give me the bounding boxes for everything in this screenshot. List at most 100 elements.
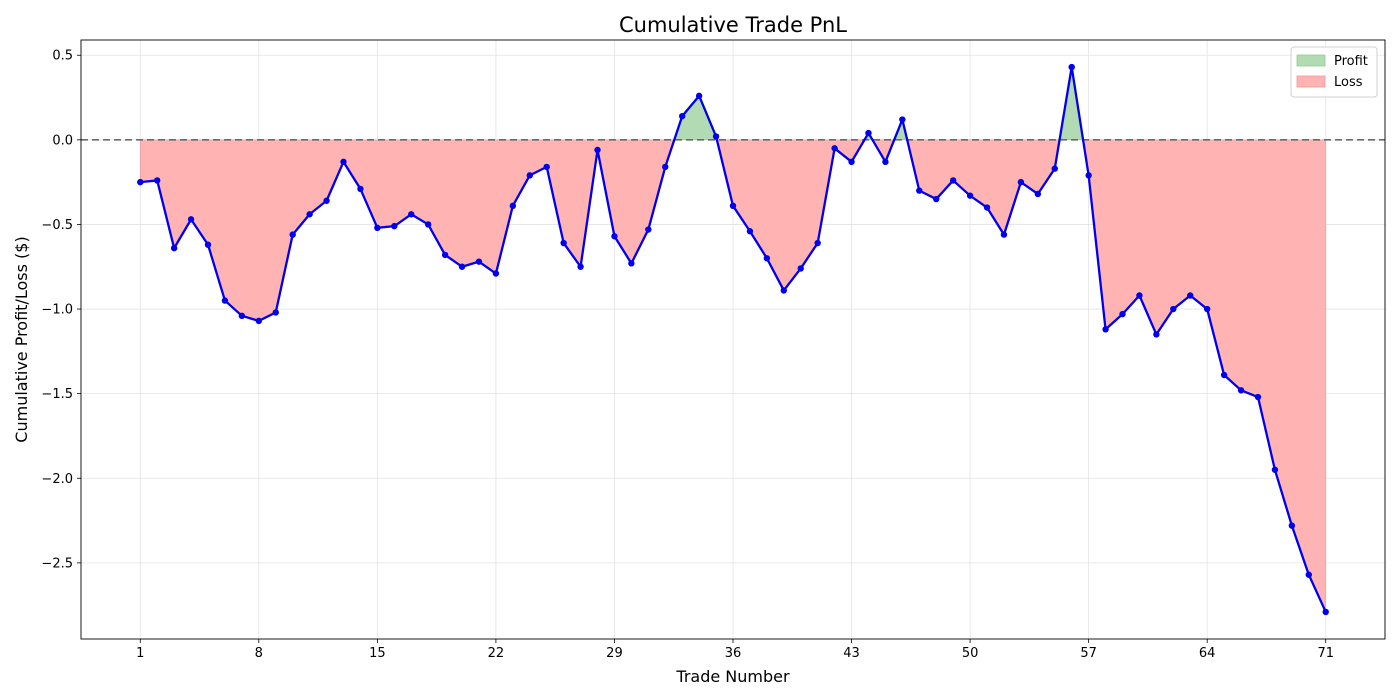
data-point [238, 312, 246, 320]
data-point [137, 178, 144, 186]
data-point [949, 177, 957, 184]
y-tick-label: −2.5 [41, 556, 73, 571]
data-point [1153, 331, 1160, 338]
x-tick-label: 22 [488, 646, 505, 661]
data-point [628, 260, 635, 267]
x-tick-label: 1 [136, 646, 144, 661]
data-point [272, 309, 279, 316]
data-point [204, 241, 212, 248]
data-point [1068, 63, 1075, 71]
data-point [763, 255, 771, 262]
data-point [594, 146, 601, 154]
data-point [746, 228, 754, 235]
data-point [678, 112, 686, 120]
y-tick-label: 0.0 [52, 133, 73, 148]
data-point [441, 251, 449, 259]
legend: Profit Loss [1290, 46, 1378, 98]
data-point [966, 192, 974, 199]
data-point [712, 133, 720, 140]
legend-swatch-profit [1296, 54, 1326, 67]
data-point [1085, 172, 1092, 179]
data-point [1288, 522, 1296, 529]
data-point [560, 239, 567, 247]
y-tick-label: −1.5 [41, 387, 73, 402]
data-point [323, 197, 330, 204]
x-tick-label: 8 [255, 646, 263, 661]
data-point [882, 158, 889, 166]
series-points [137, 63, 1329, 616]
data-point [1136, 292, 1143, 299]
data-point [1237, 387, 1245, 394]
data-point [645, 226, 652, 233]
data-point [1017, 178, 1025, 186]
y-tick-label: 0.5 [52, 49, 73, 64]
data-point [543, 163, 550, 171]
data-point [577, 263, 584, 270]
x-axis-label: Trade Number [675, 667, 790, 686]
y-tick-label: −0.5 [41, 218, 73, 233]
data-point [1203, 305, 1211, 313]
data-point [391, 222, 398, 230]
y-ticks: 0.5 0.0 −0.5 −1.0 −1.5 −2.0 −2.5 [41, 49, 81, 571]
data-point [475, 258, 483, 265]
data-point [695, 92, 703, 100]
data-point [1000, 231, 1008, 238]
data-point [814, 239, 821, 247]
data-point [662, 163, 669, 171]
x-tick-label: 29 [606, 646, 623, 661]
data-point [1187, 292, 1194, 299]
data-point [374, 224, 381, 232]
data-point [154, 177, 161, 184]
data-point [170, 244, 178, 252]
legend-label-profit: Profit [1334, 54, 1368, 69]
data-point [526, 172, 533, 179]
data-point [1051, 165, 1058, 172]
x-tick-label: 71 [1317, 646, 1334, 661]
loss-area [906, 139, 1060, 236]
data-point [865, 129, 872, 137]
data-point [1271, 466, 1279, 473]
data-point [1305, 571, 1312, 578]
grid [81, 40, 1385, 639]
y-tick-label: −2.0 [41, 472, 73, 487]
x-tick-label: 43 [843, 646, 860, 661]
data-point [983, 204, 991, 211]
data-point [729, 202, 737, 210]
data-point [933, 195, 940, 203]
data-point [780, 287, 788, 294]
data-point [848, 158, 855, 166]
data-point [797, 265, 804, 272]
data-point [1322, 608, 1329, 616]
data-point [1220, 371, 1228, 379]
data-point [1254, 393, 1262, 401]
chart-title: Cumulative Trade PnL [619, 13, 847, 37]
data-point [1034, 190, 1042, 198]
data-point [1102, 326, 1109, 333]
data-point [509, 202, 517, 210]
data-point [899, 116, 906, 123]
data-point [221, 297, 229, 304]
y-tick-label: −1.0 [41, 303, 73, 318]
data-point [492, 270, 500, 277]
data-point [187, 216, 195, 223]
x-ticks: 1 8 15 22 29 36 43 50 57 64 71 [136, 639, 1334, 661]
data-point [340, 158, 347, 166]
data-point [408, 211, 415, 218]
data-point [916, 187, 923, 194]
y-axis-label: Cumulative Profit/Loss ($) [12, 236, 31, 442]
loss-area [1082, 139, 1327, 613]
data-point [306, 211, 313, 218]
legend-swatch-loss [1296, 75, 1326, 88]
data-point [424, 221, 432, 228]
data-point [289, 231, 296, 238]
data-point [458, 263, 466, 270]
data-point [611, 233, 618, 240]
data-point [831, 145, 838, 152]
x-tick-label: 64 [1199, 646, 1216, 661]
data-point [255, 317, 263, 325]
legend-label-loss: Loss [1334, 75, 1363, 90]
x-tick-label: 50 [962, 646, 979, 661]
data-point [1119, 310, 1126, 318]
